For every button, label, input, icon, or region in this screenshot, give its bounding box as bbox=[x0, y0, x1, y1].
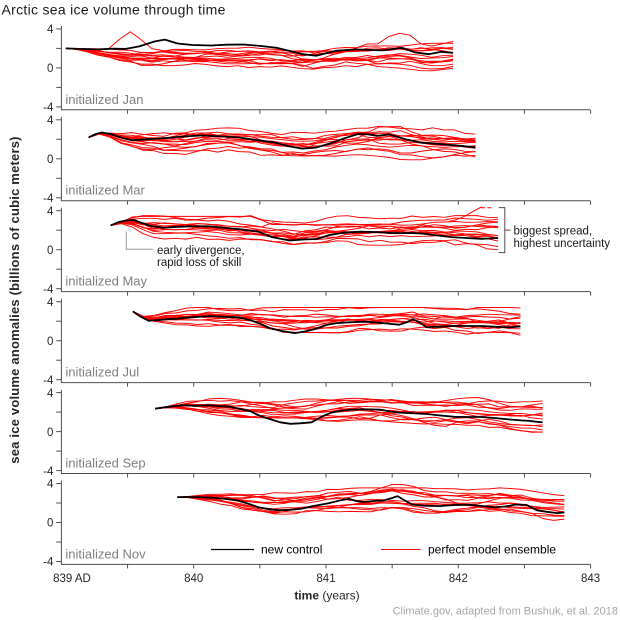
svg-text:4: 4 bbox=[47, 24, 54, 36]
svg-text:0: 0 bbox=[47, 518, 53, 530]
svg-text:biggest spread,: biggest spread, bbox=[514, 226, 593, 238]
svg-text:-4: -4 bbox=[43, 466, 54, 478]
svg-text:4: 4 bbox=[47, 479, 54, 491]
svg-text:early divergence,: early divergence, bbox=[157, 245, 245, 257]
svg-text:initialized May: initialized May bbox=[65, 274, 147, 289]
svg-text:0: 0 bbox=[47, 336, 53, 348]
svg-text:Arctic sea ice volume through: Arctic sea ice volume through time bbox=[2, 2, 226, 18]
svg-text:0: 0 bbox=[47, 63, 53, 75]
svg-text:-4: -4 bbox=[43, 193, 54, 205]
svg-text:perfect model ensemble: perfect model ensemble bbox=[428, 543, 556, 557]
svg-text:4: 4 bbox=[47, 388, 54, 400]
svg-text:initialized Jul: initialized Jul bbox=[65, 365, 139, 380]
svg-text:-4: -4 bbox=[43, 102, 54, 114]
svg-text:-4: -4 bbox=[43, 557, 54, 569]
svg-text:4: 4 bbox=[47, 206, 54, 218]
svg-text:highest uncertainty: highest uncertainty bbox=[514, 238, 611, 250]
svg-text:-4: -4 bbox=[43, 375, 54, 387]
svg-text:initialized Sep: initialized Sep bbox=[65, 456, 145, 471]
svg-text:0: 0 bbox=[47, 154, 53, 166]
svg-text:842: 842 bbox=[449, 573, 468, 585]
svg-text:0: 0 bbox=[47, 245, 53, 257]
svg-text:new control: new control bbox=[261, 543, 322, 557]
svg-text:initialized Nov: initialized Nov bbox=[65, 546, 146, 561]
svg-text:-4: -4 bbox=[43, 284, 54, 296]
svg-text:841: 841 bbox=[316, 573, 335, 585]
svg-text:initialized Jan: initialized Jan bbox=[65, 92, 143, 107]
svg-text:time (years): time (years) bbox=[294, 589, 359, 603]
svg-text:4: 4 bbox=[47, 115, 54, 127]
svg-text:rapid loss of skill: rapid loss of skill bbox=[157, 257, 241, 269]
svg-text:Climate.gov, adapted from Bush: Climate.gov, adapted from Bushuk, et al.… bbox=[393, 606, 618, 618]
svg-text:0: 0 bbox=[47, 427, 53, 439]
svg-text:4: 4 bbox=[47, 297, 54, 309]
svg-text:initialized Mar: initialized Mar bbox=[65, 183, 145, 198]
svg-text:839 AD: 839 AD bbox=[53, 573, 91, 585]
svg-text:840: 840 bbox=[184, 573, 203, 585]
svg-text:sea ice volume anomalies (bill: sea ice volume anomalies (billions of cu… bbox=[7, 136, 22, 463]
svg-text:843: 843 bbox=[581, 573, 600, 585]
